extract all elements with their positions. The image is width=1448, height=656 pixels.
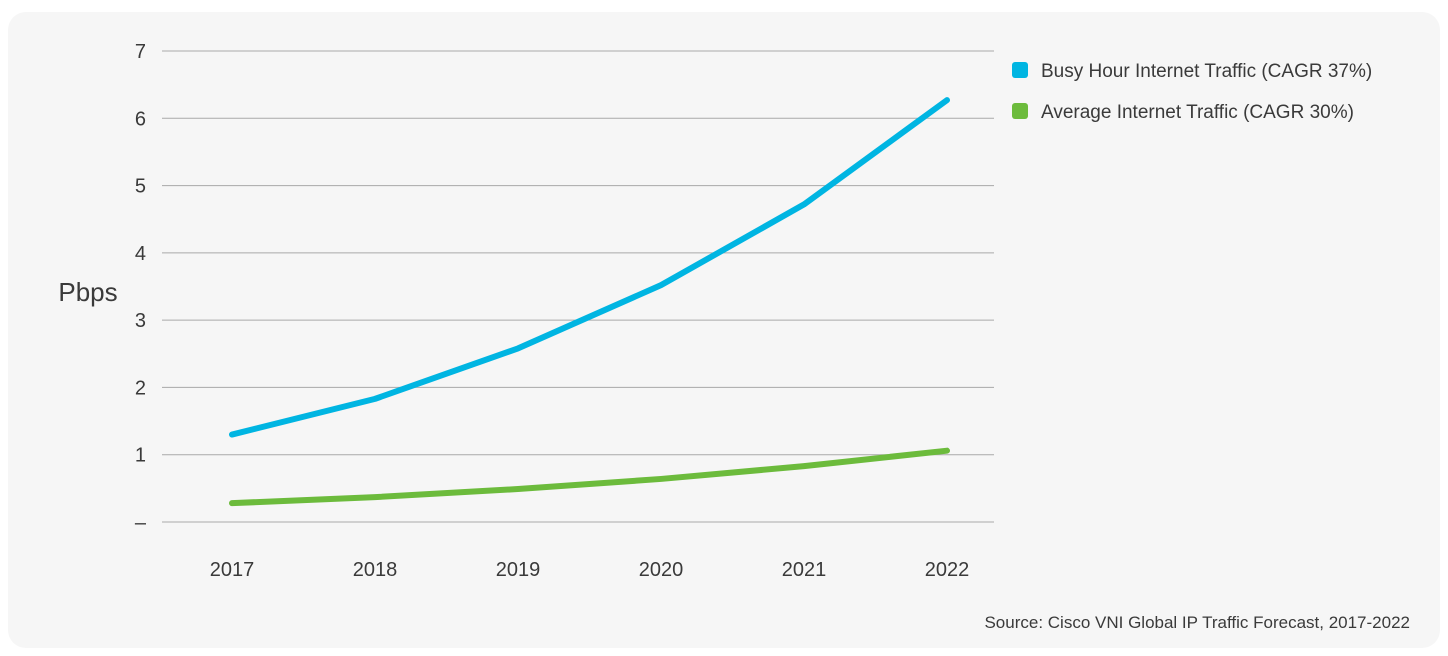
grid-lines [162,50,994,523]
series-line-1 [229,447,950,507]
y-tick-label: 3 [135,310,146,332]
x-tick-label: 2018 [353,559,398,581]
x-tick-label: 2019 [496,559,541,581]
series-lines [229,97,950,507]
x-tick-label: 2017 [210,559,255,581]
x-axis-ticks: 2017 2018 2019 2020 2021 2022 [210,559,970,581]
y-tick-label: 7 [135,41,146,63]
series-line-0 [229,97,950,438]
legend-swatch [1012,62,1028,78]
source-note: Source: Cisco VNI Global IP Traffic Fore… [984,613,1410,632]
y-tick-label: 6 [135,108,146,130]
y-axis-title: Pbps [58,277,117,307]
x-tick-label: 2022 [925,559,970,581]
x-tick-label: 2020 [639,559,684,581]
legend-swatch [1012,103,1028,119]
y-tick-label: – [135,512,147,534]
legend: Busy Hour Internet Traffic (CAGR 37%) Ave… [1012,61,1372,123]
legend-label: Busy Hour Internet Traffic (CAGR 37%) [1041,61,1372,82]
x-tick-label: 2021 [782,559,827,581]
y-axis-ticks: – 1 2 3 4 5 6 7 [135,41,147,534]
y-tick-label: 1 [135,445,146,467]
y-tick-label: 4 [135,243,146,265]
y-tick-label: 2 [135,377,146,399]
y-tick-label: 5 [135,176,146,198]
legend-label: Average Internet Traffic (CAGR 30%) [1041,102,1354,123]
